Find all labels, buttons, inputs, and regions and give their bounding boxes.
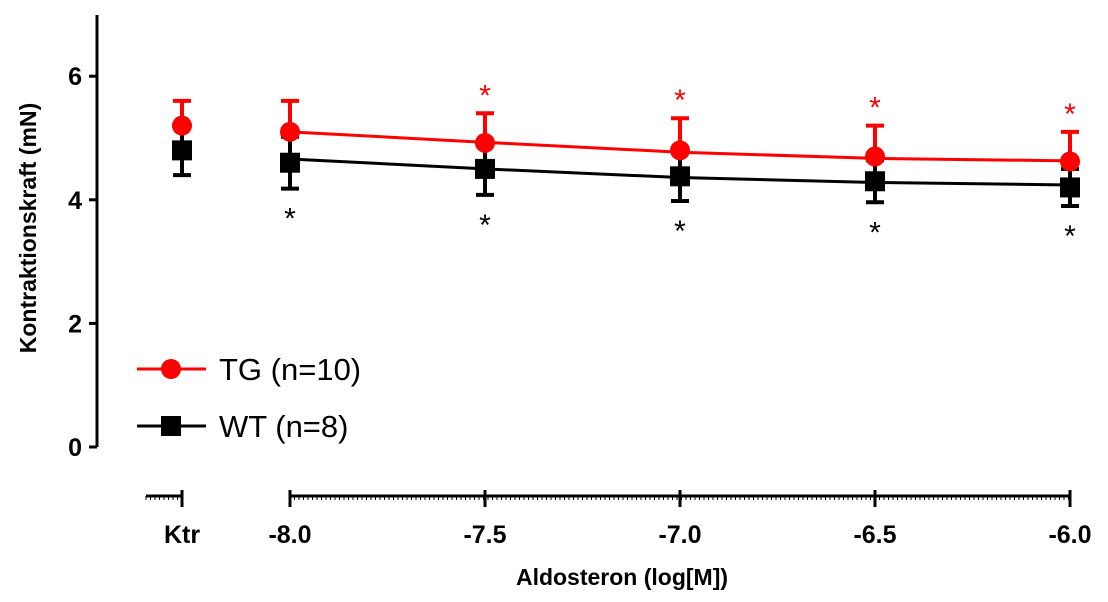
x-tick-label: -8.0: [268, 521, 311, 549]
legend: TG (n=10) WT (n=8): [137, 352, 361, 444]
data-point: [865, 171, 885, 192]
significance-marker: *: [674, 84, 686, 117]
data-point: [475, 132, 495, 153]
legend-entry-wt: WT (n=8): [137, 409, 348, 444]
data-point: [1060, 177, 1080, 198]
y-axis-label: Kontraktionskraft (mN): [15, 103, 41, 353]
data-point: [865, 146, 885, 167]
legend-wt-marker: [161, 416, 181, 436]
data-point: [172, 140, 192, 161]
data-point: [1060, 151, 1080, 172]
legend-wt-label: WT (n=8): [219, 409, 348, 444]
x-tick-label: -7.5: [463, 521, 506, 549]
x-tick-label: -7.0: [658, 521, 701, 549]
y-tick-label: 2: [68, 310, 82, 338]
series-wt: * * * * *: [172, 123, 1080, 253]
legend-entry-tg: TG (n=10): [137, 352, 361, 387]
legend-tg-marker: [161, 359, 181, 379]
y-tick-label: 0: [68, 434, 82, 462]
significance-marker: *: [869, 92, 881, 125]
y-tick-label: 6: [68, 63, 82, 91]
data-point: [670, 166, 690, 187]
series-layer: * * * * * * * * *: [172, 79, 1080, 253]
data-point: [280, 121, 300, 142]
y-tick-label: 4: [68, 187, 82, 215]
significance-marker: *: [284, 203, 296, 236]
significance-marker: *: [479, 209, 491, 242]
significance-marker: *: [1064, 220, 1076, 253]
legend-tg-label: TG (n=10): [219, 352, 361, 387]
x-axis-ticks: Ktr -8.0 -7.5 -7.0 -6.5 -6.0: [145, 490, 1092, 549]
x-tick-label: -6.0: [1048, 521, 1091, 549]
significance-marker: *: [869, 216, 881, 249]
significance-marker: *: [479, 79, 491, 112]
data-point: [172, 115, 192, 136]
y-axis-ticks: 0 2 4 6: [68, 63, 97, 462]
series-tg: * * * *: [172, 79, 1080, 172]
data-point: [670, 140, 690, 161]
data-point: [280, 152, 300, 173]
data-point: [475, 158, 495, 179]
x-tick-label: Ktr: [164, 521, 200, 549]
x-axis-label: Aldosteron (log[M]): [516, 564, 728, 590]
significance-marker: *: [674, 215, 686, 248]
x-tick-label: -6.5: [853, 521, 896, 549]
significance-marker: *: [1064, 98, 1076, 131]
